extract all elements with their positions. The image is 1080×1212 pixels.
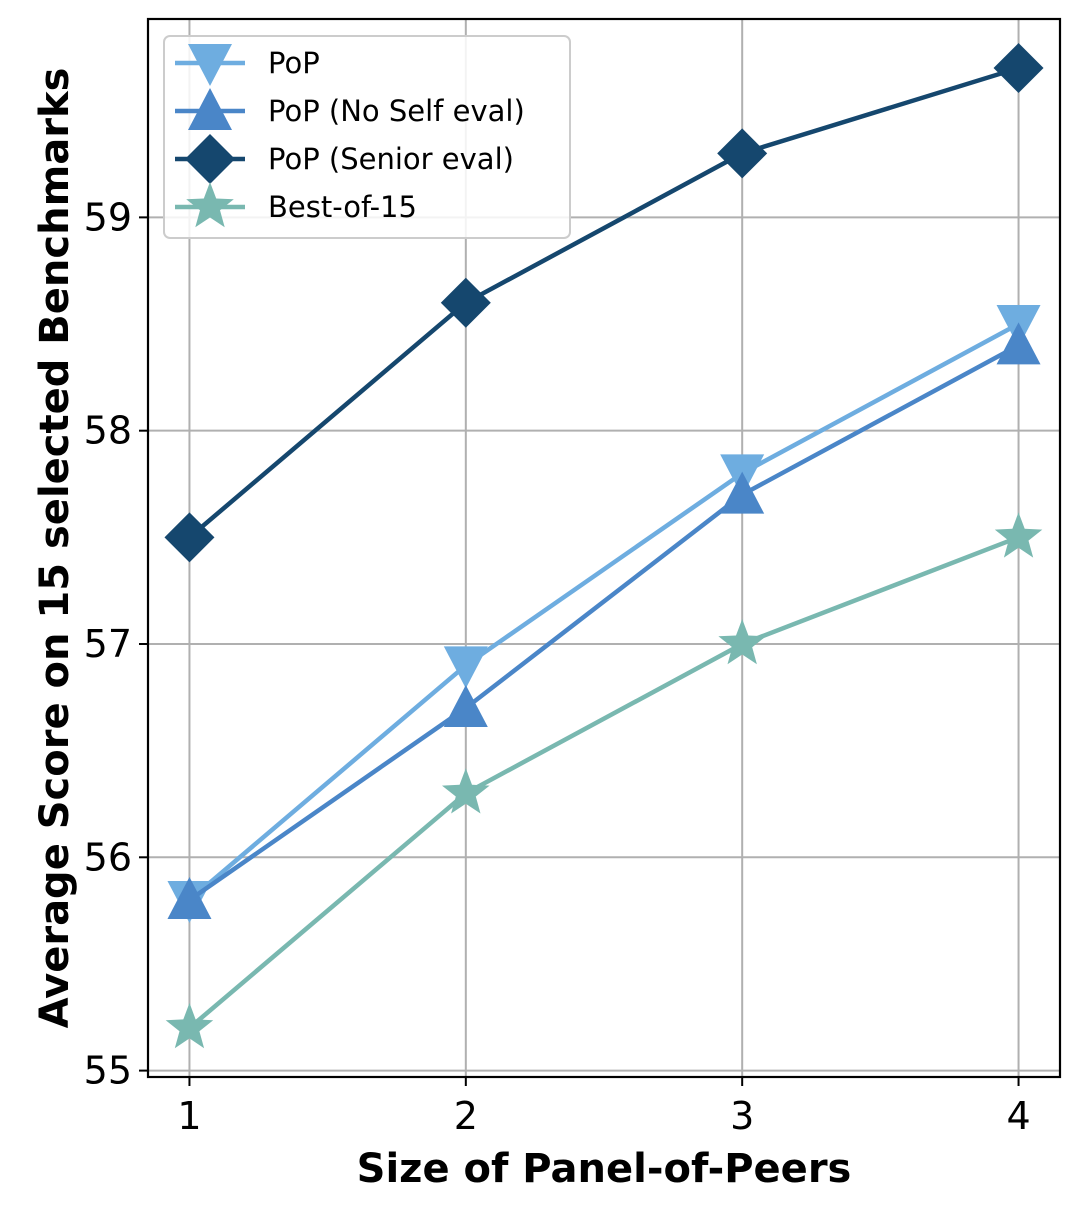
legend-marker [188,88,232,130]
legend-box [163,35,571,239]
legend-item: PoP (Senior eval) [175,134,514,184]
y-tick-label: 57 [84,622,132,666]
data-point [440,277,491,328]
legend-label: PoP [268,46,320,80]
x-tick-label: 2 [454,1094,478,1138]
legend-item: PoP (No Self eval) [175,88,525,130]
legend: PoP PoP (No Self eval) PoP (Senior eval) Be… [163,35,571,239]
data-point [165,1002,214,1049]
y-tick-label: 56 [84,835,132,879]
series-line [188,322,1020,902]
y-tick-label: 58 [84,409,132,453]
legend-label: PoP (No Self eval) [268,94,525,128]
y-axis-title: Average Score on 15 selected Benchmarks [32,68,78,1029]
x-tick-label: 3 [730,1094,754,1138]
data-point [994,512,1043,558]
legend-label: Best-of-15 [268,190,417,224]
data-point [993,43,1044,94]
plot-frame [146,17,1062,1079]
legend-label: PoP (Senior eval) [268,142,514,176]
legend-marker [188,44,232,86]
legend-marker [186,182,234,228]
data-point [443,684,488,727]
data-point [167,876,212,919]
data-point [720,471,765,514]
x-tick-label: 4 [1006,1094,1030,1138]
y-tick-label: 55 [84,1049,132,1093]
data-point [442,768,490,814]
data-point [718,619,766,665]
series-line [188,65,1020,540]
data-point [717,128,768,179]
series-pop [167,305,1041,923]
data-point [443,646,488,689]
series-best-of-15 [165,512,1043,1049]
series-group [164,43,1044,1049]
series-pop-no-self-eval [167,322,1041,919]
legend-item: PoP [175,44,320,86]
y-tick-label: 59 [84,195,132,239]
data-point [164,512,215,563]
data-point [996,322,1041,365]
series-line [188,343,1020,902]
x-tick-label: 1 [177,1094,201,1138]
legend-marker [185,134,235,184]
x-axis-title: Size of Panel-of-Peers [357,1146,852,1192]
series-line [188,535,1020,1030]
axis-ticks: 1 2 3 4 55 56 57 58 59 [84,195,1031,1138]
series-pop-senior-eval [164,43,1044,563]
legend-item: Best-of-15 [175,182,417,228]
